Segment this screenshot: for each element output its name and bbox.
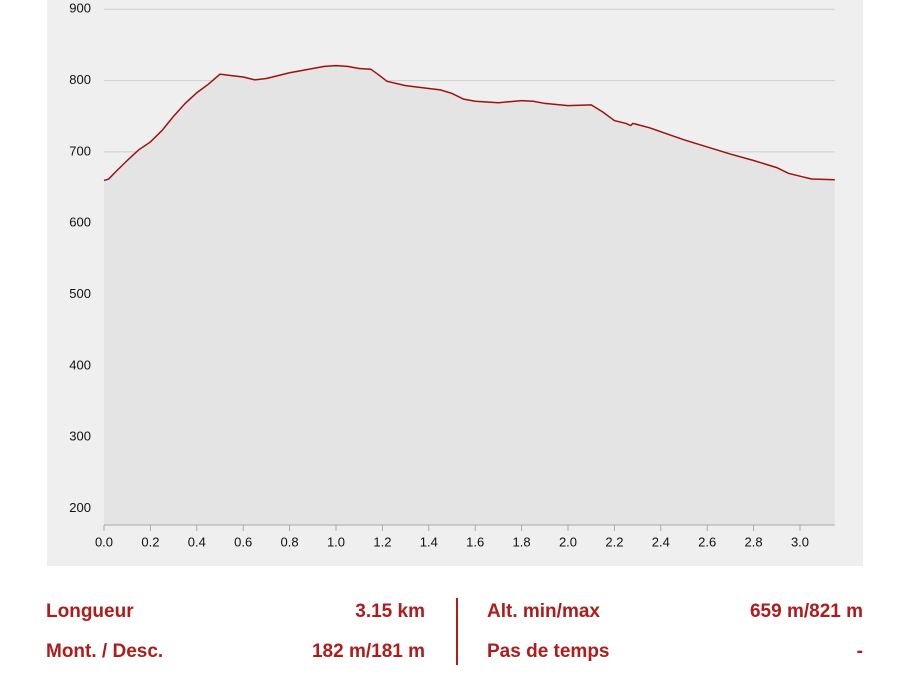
x-tick-label: 0.6	[234, 534, 252, 549]
y-tick-label: 900	[69, 1, 91, 16]
stat-value: 3.15 km	[355, 601, 425, 622]
stat-label: Longueur	[46, 601, 134, 622]
x-tick-label: 2.0	[559, 534, 577, 549]
stat-label: Alt. min/max	[487, 601, 600, 622]
y-tick-label: 600	[69, 215, 91, 230]
x-tick-label: 0.2	[141, 534, 159, 549]
x-tick-label: 1.8	[513, 534, 531, 549]
line	[103, 64, 835, 182]
y-tick-label: 300	[69, 429, 91, 444]
area	[104, 65, 835, 525]
stat-value: -	[857, 641, 863, 662]
stat-label: Mont. / Desc.	[46, 641, 163, 662]
x-tick-label: 2.2	[605, 534, 623, 549]
stat-label: Pas de temps	[487, 641, 610, 662]
stat-value: 659 m/821 m	[750, 601, 863, 622]
x-tick-label: 1.0	[327, 534, 345, 549]
x-tick-label: 2.6	[698, 534, 716, 549]
y-tick-label: 700	[69, 143, 91, 158]
x-tick-label: 1.4	[420, 534, 438, 549]
x-tick-label: 2.8	[745, 534, 763, 549]
stat-value: 182 m/181 m	[312, 641, 425, 662]
x-tick-label: 1.6	[466, 534, 484, 549]
x-tick-label: 0.0	[95, 534, 113, 549]
x-tick-label: 0.4	[188, 534, 206, 549]
x-tick-label: 1.2	[373, 534, 391, 549]
x-tick-label: 3.0	[791, 534, 809, 549]
y-tick-label: 500	[69, 286, 91, 301]
y-tick-label: 800	[69, 72, 91, 87]
x-tick-label: 0.8	[281, 534, 299, 549]
x-tick-label: 2.4	[652, 534, 670, 549]
y-tick-label: 400	[69, 357, 91, 372]
y-tick-label: 200	[69, 500, 91, 515]
